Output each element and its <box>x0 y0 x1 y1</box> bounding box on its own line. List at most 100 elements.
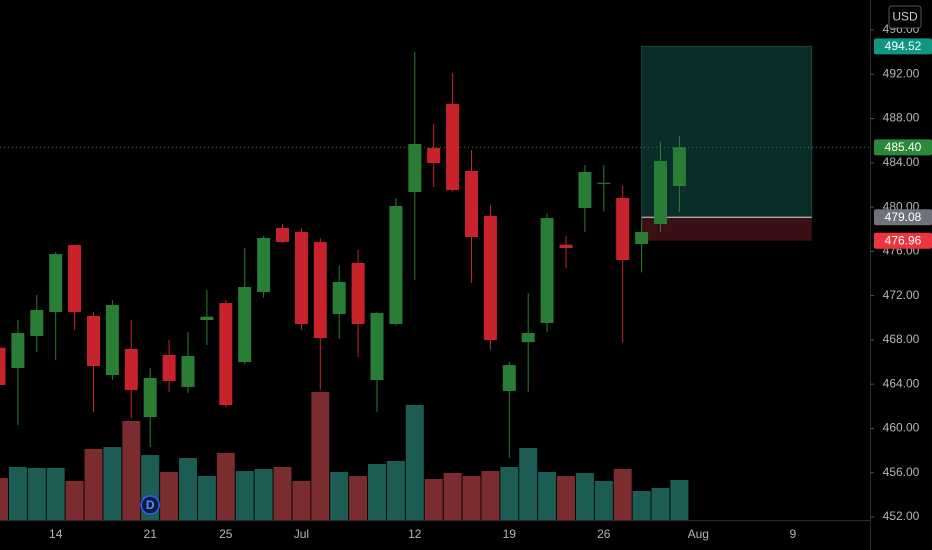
candle-body <box>181 355 195 387</box>
candle-body <box>257 237 271 292</box>
take-profit-label: 494.52 <box>885 39 922 53</box>
candle-body <box>672 147 686 187</box>
candle-body <box>124 348 138 391</box>
candle-body <box>219 303 233 405</box>
x-tick-label: 19 <box>503 527 517 541</box>
x-tick-label: 9 <box>789 527 796 541</box>
candle-body <box>276 228 289 242</box>
volume-bar <box>292 481 311 520</box>
volume-bar <box>160 472 179 520</box>
y-tick-label: 472.00 <box>883 288 920 302</box>
currency-box[interactable] <box>888 5 922 29</box>
volume-bar <box>575 473 594 520</box>
y-tick-label: 468.00 <box>883 332 920 346</box>
dividend-label: D <box>146 498 155 512</box>
candle-body <box>200 316 214 320</box>
candle-body <box>483 216 497 341</box>
candle-body <box>654 161 667 225</box>
stop-label: 476.96 <box>885 233 922 247</box>
volume-bar <box>0 478 8 520</box>
y-tick-label: 464.00 <box>883 376 920 390</box>
candle-body <box>559 244 573 249</box>
entry-label: 479.08 <box>885 210 922 224</box>
candle-body <box>49 254 63 313</box>
volume-bar <box>443 473 462 520</box>
candle-body <box>408 144 422 193</box>
x-tick-label: 14 <box>49 527 63 541</box>
candle-body <box>162 354 176 381</box>
volume-bar <box>613 469 632 520</box>
candle-body <box>635 231 649 244</box>
candle-body <box>238 287 252 363</box>
candle-body <box>0 347 6 385</box>
volume-bar <box>46 468 65 520</box>
candle-body <box>68 245 82 313</box>
price-axis <box>870 0 932 550</box>
volume-bar <box>273 467 292 520</box>
volume-bar <box>311 392 330 520</box>
last-price-label: 485.40 <box>885 140 922 154</box>
volume-bar <box>65 481 84 520</box>
volume-bar <box>197 476 216 520</box>
candle-body <box>30 310 44 337</box>
currency-label: USD <box>892 10 918 24</box>
candle-body <box>616 198 630 260</box>
x-tick-label: 21 <box>144 527 158 541</box>
dividend-marker <box>140 495 160 515</box>
y-tick-label: 460.00 <box>883 421 920 435</box>
volume-bar <box>651 488 670 520</box>
candle-body <box>597 182 611 184</box>
candle-body <box>370 313 384 380</box>
volume-bar <box>8 467 27 520</box>
profit-zone <box>641 45 813 218</box>
x-tick-label: 25 <box>219 527 233 541</box>
volume-bar <box>254 469 273 520</box>
volume-bar <box>235 471 254 520</box>
last-price-badge <box>874 139 932 156</box>
volume-bar <box>179 458 197 520</box>
candle-body <box>332 282 346 315</box>
volume-bar <box>330 472 349 520</box>
y-tick-label: 488.00 <box>883 111 920 125</box>
volume-bar <box>632 491 651 520</box>
candle-body <box>11 333 25 369</box>
x-tick-label: 26 <box>597 527 611 541</box>
volume-bar <box>481 471 500 520</box>
candle-body <box>351 262 365 324</box>
volume-bar <box>386 461 405 520</box>
candle-body <box>502 365 516 392</box>
volume-bar <box>519 448 538 520</box>
candle-body <box>105 305 119 376</box>
candle-body <box>87 316 100 367</box>
y-tick-label: 484.00 <box>883 155 920 169</box>
candle-body <box>540 218 554 323</box>
y-tick-label: 492.00 <box>883 66 920 80</box>
volume-bar <box>84 449 103 520</box>
volume-bar <box>368 464 386 520</box>
candle-body <box>446 104 460 191</box>
volume-bar <box>670 480 689 520</box>
candle-body <box>143 377 157 418</box>
volume-bar <box>462 476 481 520</box>
volume-bar <box>594 481 613 520</box>
volume-bar <box>538 472 557 520</box>
volume-bar <box>216 453 235 520</box>
volume-bar <box>500 467 519 520</box>
volume-bar <box>557 476 575 520</box>
candle-body <box>521 333 535 343</box>
volume-bar <box>349 476 368 520</box>
candle-body <box>465 171 478 237</box>
y-tick-label: 456.00 <box>883 465 920 479</box>
entry-badge <box>874 209 932 226</box>
stop-badge <box>874 232 932 249</box>
volume-bar <box>27 468 46 520</box>
volume-bar <box>103 447 122 520</box>
candle-body <box>427 147 441 164</box>
take-profit-badge <box>874 38 932 55</box>
plot: D <box>0 45 870 520</box>
volume-bar <box>405 405 424 520</box>
candle-body <box>313 241 327 339</box>
x-tick-label: 12 <box>408 527 422 541</box>
candle-body <box>294 231 308 324</box>
